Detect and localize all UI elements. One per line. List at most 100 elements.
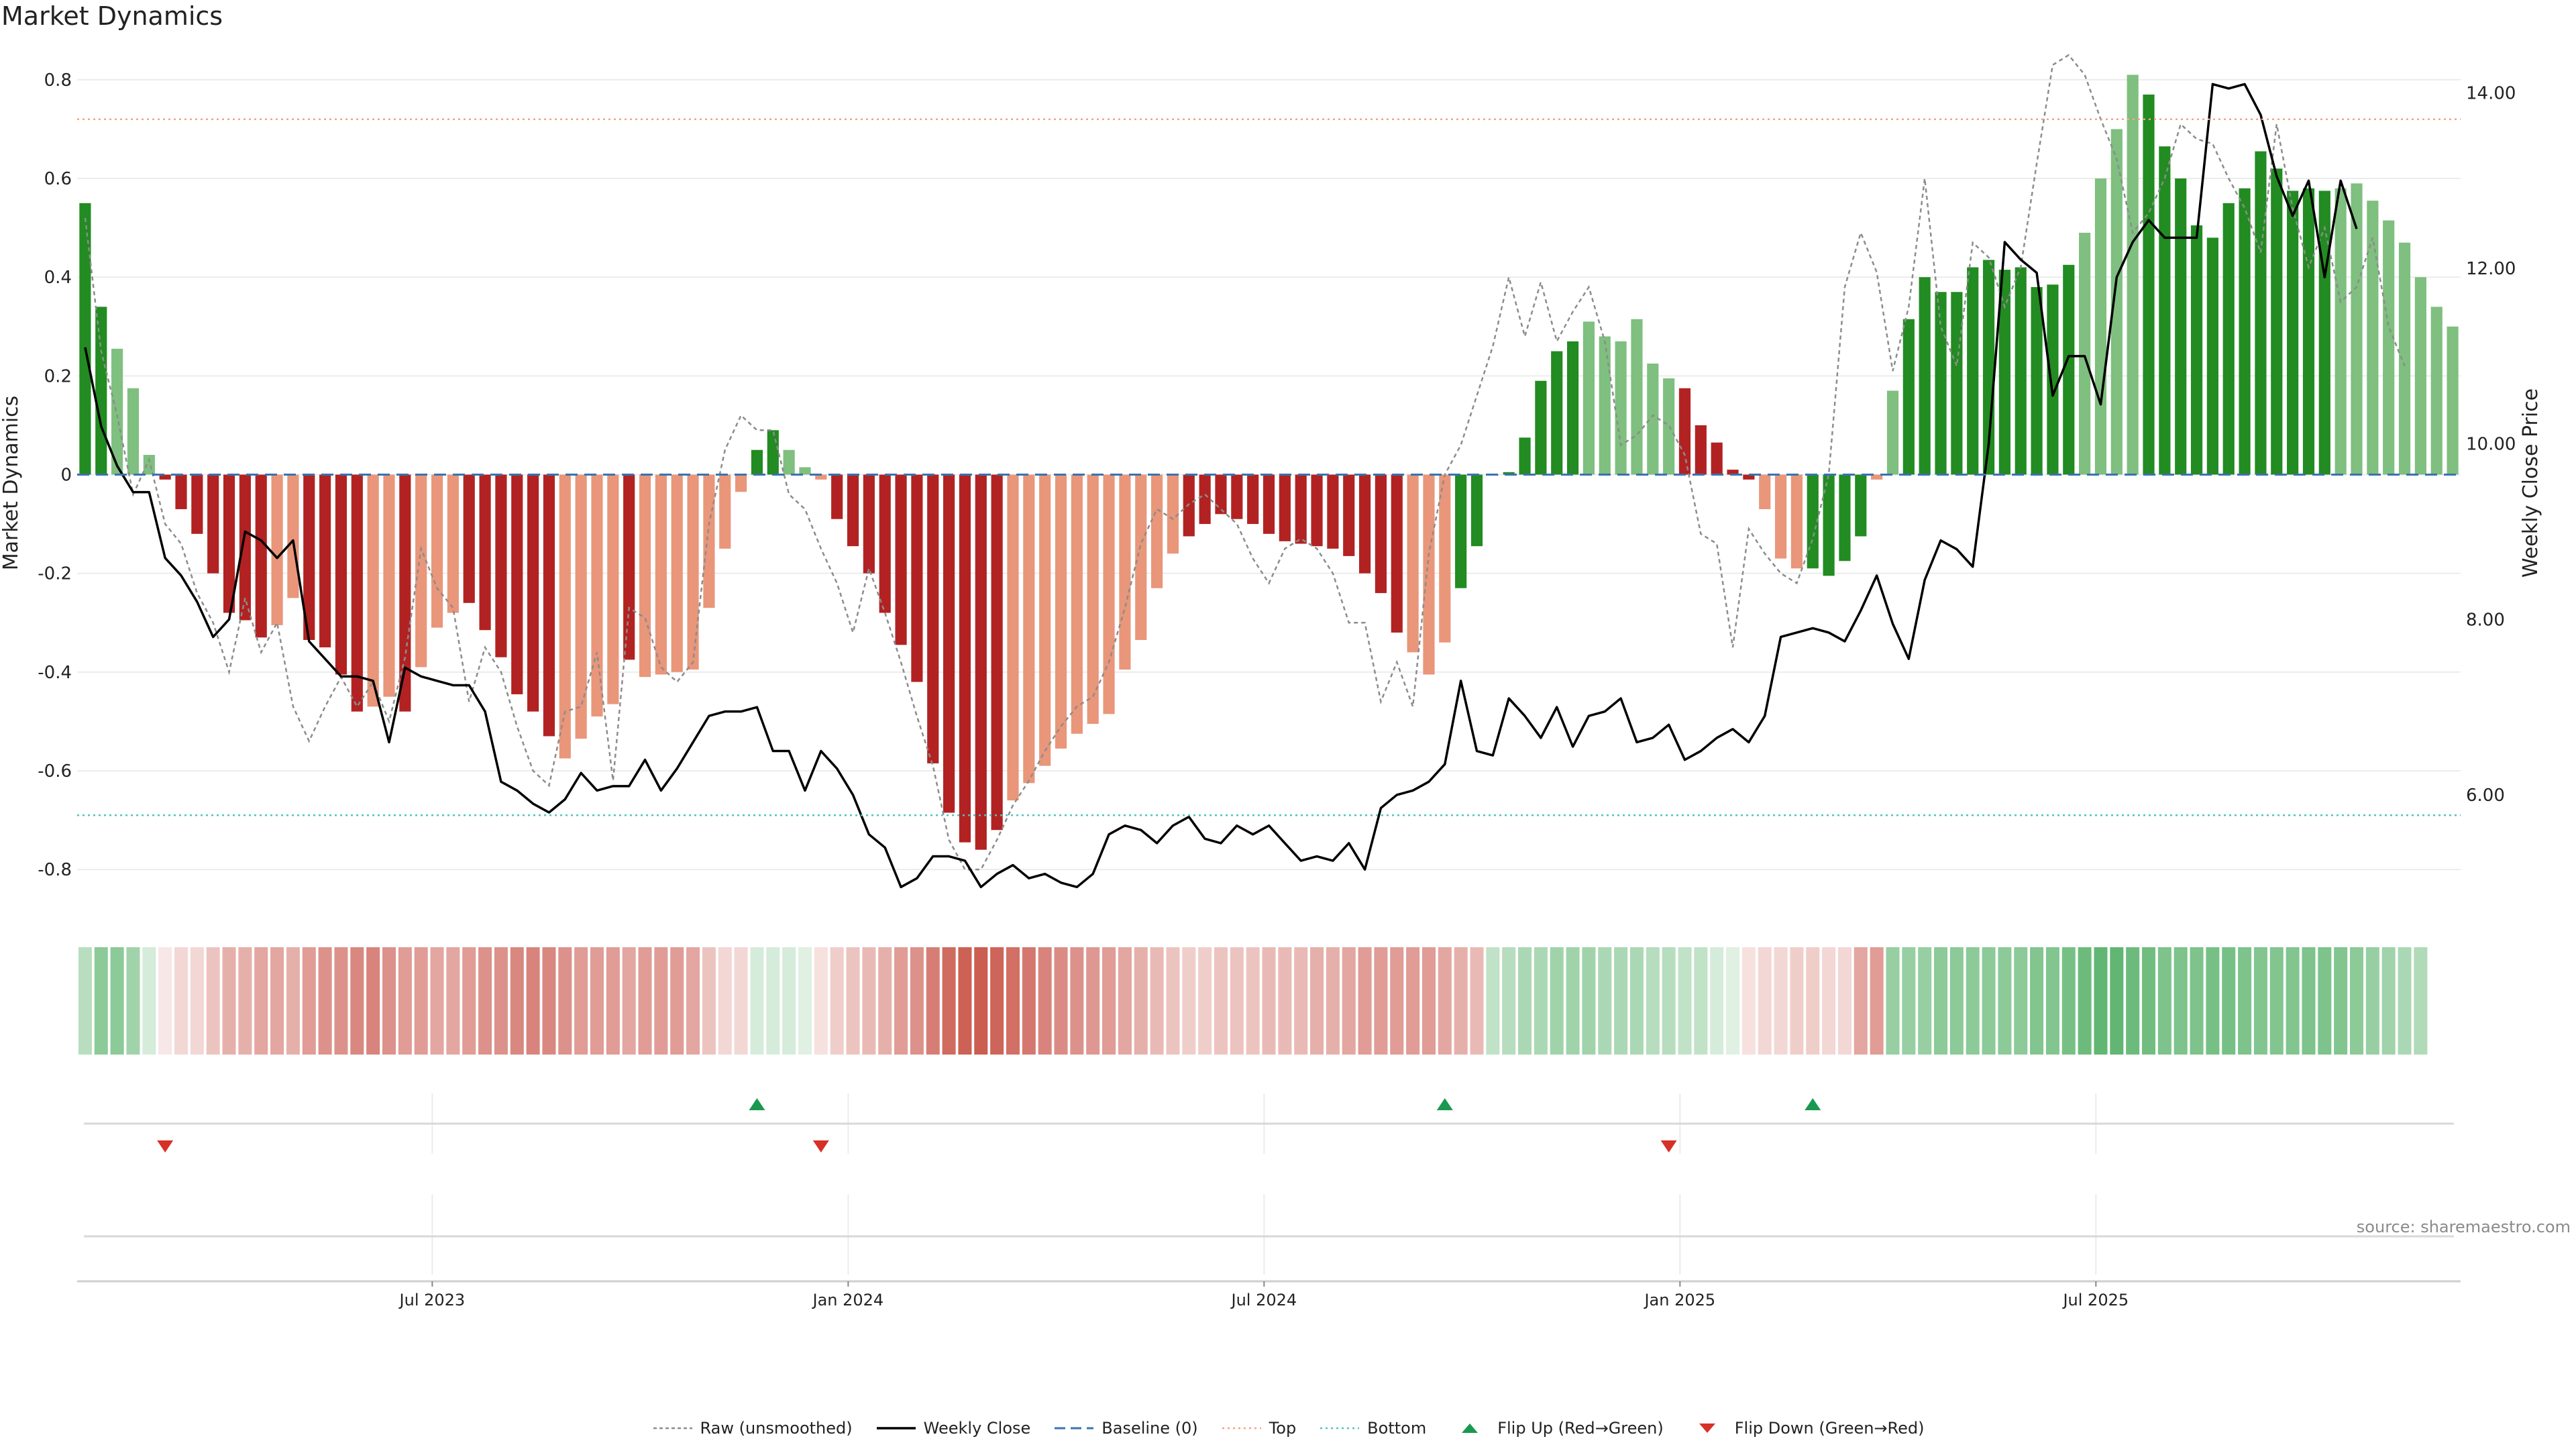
heat-cell: [542, 947, 556, 1055]
bar: [1470, 474, 1483, 547]
bar: [303, 474, 315, 640]
heat-cell: [782, 947, 796, 1055]
reference-lines: [77, 118, 2461, 816]
heat-cell: [2206, 947, 2220, 1055]
bar: [1935, 292, 1947, 475]
bar: [1055, 474, 1067, 749]
heat-cell: [398, 947, 412, 1055]
heat-cell: [2014, 947, 2028, 1055]
heat-cell: [126, 947, 140, 1055]
bar: [2110, 129, 2123, 475]
x-tick-label: Jul 2024: [1230, 1291, 1297, 1309]
heat-cell: [2030, 947, 2044, 1055]
bar: [1391, 474, 1403, 633]
heat-cell: [926, 947, 940, 1055]
bar: [2383, 220, 2395, 475]
bar: [575, 474, 587, 739]
bar: [2159, 146, 2171, 475]
bar: [2318, 191, 2330, 475]
heat-cell: [1854, 947, 1868, 1055]
bar: [1247, 474, 1259, 525]
legend-label: Baseline (0): [1102, 1419, 1198, 1438]
y-tick-label: 0.8: [44, 70, 72, 91]
bar: [959, 474, 971, 843]
bar: [1855, 474, 1867, 537]
heat-cell: [1294, 947, 1308, 1055]
bar: [671, 474, 683, 672]
bar: [1631, 319, 1643, 475]
bar: [2239, 188, 2251, 475]
grid-lines: [77, 78, 2461, 871]
legend-item-flip-up: Flip Up (Red→Green): [1449, 1419, 1664, 1438]
close-line: [84, 83, 2358, 889]
bar: [2063, 264, 2075, 475]
heat-cell: [766, 947, 780, 1055]
heat-cell: [78, 947, 92, 1055]
heat-cell: [894, 947, 908, 1055]
heat-cell: [1902, 947, 1916, 1055]
heat-cell: [734, 947, 748, 1055]
bar: [111, 348, 123, 475]
flip-up-marker: [1805, 1098, 1821, 1110]
heat-cell: [1886, 947, 1900, 1055]
bar: [1519, 437, 1531, 475]
bar: [1023, 474, 1035, 784]
bar: [335, 474, 347, 675]
legend-swatch: [1320, 1427, 1360, 1430]
heat-cell: [590, 947, 604, 1055]
heat-cell: [1982, 947, 1996, 1055]
bar: [1375, 474, 1387, 594]
bar: [943, 474, 955, 813]
bar: [1167, 474, 1179, 554]
heat-cell: [1870, 947, 1884, 1055]
heat-cell: [1246, 947, 1260, 1055]
y2-tick-label: 10.00: [2466, 435, 2516, 455]
heat-cell: [1694, 947, 1708, 1055]
heat-cell: [1678, 947, 1692, 1055]
bar: [1503, 472, 1515, 475]
heat-cell: [1006, 947, 1020, 1055]
bar: [1711, 442, 1723, 475]
bar: [2222, 203, 2235, 475]
heat-cell: [2365, 947, 2379, 1055]
y-tick-label: -0.4: [38, 663, 72, 683]
bar: [2255, 151, 2267, 475]
heat-cell: [910, 947, 924, 1055]
legend-label: Bottom: [1367, 1419, 1427, 1438]
heat-cell: [654, 947, 668, 1055]
bar: [191, 474, 203, 534]
heat-cell: [1741, 947, 1756, 1055]
bar: [1423, 474, 1435, 675]
legend-item-close: Weekly Close: [875, 1419, 1030, 1438]
heat-cell: [1054, 947, 1068, 1055]
x-axis: Jul 2023 Jan 2024 Jul 2024 Jan 2025 Jul 2025: [77, 1280, 2461, 1309]
heat-cell: [1598, 947, 1612, 1055]
legend-swatch: [876, 1427, 916, 1430]
heat-cell: [510, 947, 524, 1055]
legend-item-top: Top: [1221, 1419, 1297, 1438]
heat-cell: [718, 947, 732, 1055]
heat-cell: [1822, 947, 1836, 1055]
heat-cell: [974, 947, 988, 1055]
heat-cell: [1310, 947, 1324, 1055]
bar: [271, 474, 283, 625]
legend-label: Top: [1269, 1419, 1297, 1438]
x-tick-label: Jan 2024: [812, 1291, 884, 1309]
bar: [911, 474, 923, 682]
bar: [2079, 232, 2091, 475]
bar: [2031, 286, 2043, 475]
heat-cell: [2045, 947, 2059, 1055]
bar: [975, 474, 987, 850]
y-tick-label: -0.6: [38, 761, 72, 782]
bar: [1231, 474, 1243, 519]
bar: [735, 474, 747, 492]
heat-cell: [686, 947, 700, 1055]
bar: [1823, 474, 1835, 576]
heat-cell: [1726, 947, 1740, 1055]
bar: [1150, 474, 1163, 588]
bar: [2367, 201, 2379, 475]
bar: [1839, 474, 1851, 561]
heat-cell: [1358, 947, 1372, 1055]
heat-cell: [2061, 947, 2076, 1055]
